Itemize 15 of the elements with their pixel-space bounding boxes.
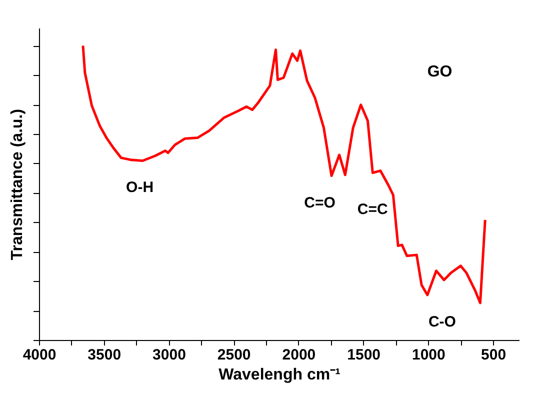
x-tick-label: 500	[481, 346, 506, 364]
x-tick-label: 1000	[412, 346, 446, 364]
y-axis-title: Transmittance (a.u.)	[9, 108, 26, 260]
x-tick-label: 3000	[152, 346, 186, 364]
annotation: GO	[427, 64, 452, 81]
annotation: O-H	[126, 179, 154, 196]
x-tick-label: 4000	[22, 346, 56, 364]
x-tick-label: 3500	[88, 346, 122, 364]
x-tick-label: 2500	[217, 346, 251, 364]
x-tick-label: 1500	[347, 346, 381, 364]
annotation: C=C	[357, 200, 388, 218]
x-axis-title: Wavelengh cm⁻¹	[218, 366, 340, 384]
x-tick-label: 2000	[282, 346, 316, 364]
annotation: C=O	[304, 194, 336, 212]
annotation: C-O	[428, 313, 456, 330]
